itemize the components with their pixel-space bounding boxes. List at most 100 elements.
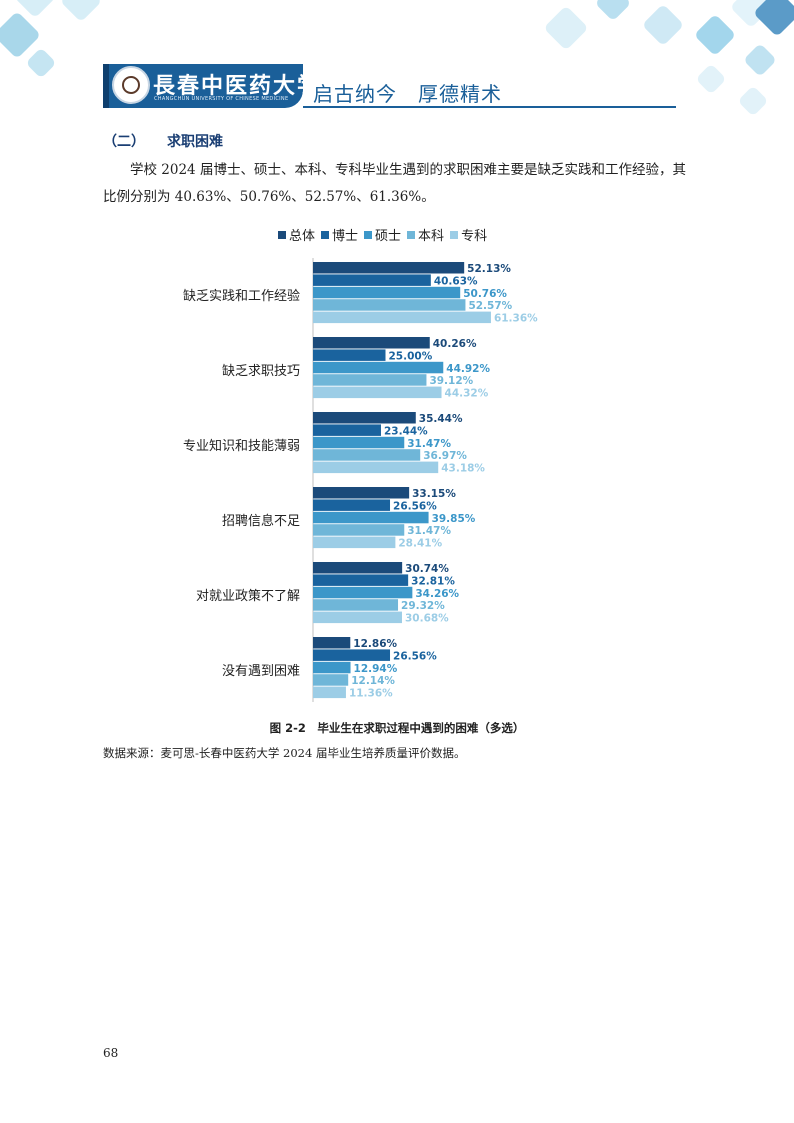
legend-item: 硕士 bbox=[364, 225, 401, 244]
data-label-background bbox=[431, 274, 484, 286]
data-label: 26.56% bbox=[393, 650, 437, 662]
legend-label: 博士 bbox=[332, 229, 359, 244]
data-label-background bbox=[391, 499, 444, 511]
university-name: 長春中医药大学 bbox=[153, 73, 322, 99]
bar-专科 bbox=[313, 611, 402, 624]
body-paragraph: 学校 2024 届博士、硕士、本科、专科毕业生遇到的求职困难主要是缺乏实践和工作… bbox=[103, 162, 686, 205]
category-label: 专业知识和技能薄弱 bbox=[182, 438, 300, 454]
data-label-background bbox=[439, 461, 492, 474]
bar-博士 bbox=[313, 274, 431, 286]
data-label-background bbox=[430, 337, 483, 349]
data-label-background bbox=[413, 586, 466, 599]
data-label: 11.36% bbox=[349, 688, 393, 700]
bar-博士 bbox=[313, 499, 391, 511]
legend-swatch bbox=[407, 231, 416, 239]
data-label: 34.26% bbox=[415, 588, 459, 600]
legend-swatch bbox=[321, 231, 330, 239]
bar-专科 bbox=[313, 461, 439, 474]
data-label: 12.94% bbox=[354, 663, 398, 675]
data-label-background bbox=[381, 424, 434, 436]
bar-本科 bbox=[313, 449, 421, 461]
bar-博士 bbox=[313, 424, 381, 436]
data-label: 35.44% bbox=[419, 413, 463, 425]
data-label: 12.86% bbox=[353, 638, 397, 650]
data-label-background bbox=[405, 524, 458, 536]
data-label-background bbox=[405, 436, 458, 449]
data-label-background bbox=[465, 262, 518, 274]
data-label: 33.15% bbox=[412, 488, 456, 500]
data-label: 30.74% bbox=[405, 563, 449, 575]
bar-chart: 52.13%40.63%50.76%52.57%61.36% 40.26%25.0… bbox=[312, 258, 539, 702]
data-label-background bbox=[409, 574, 462, 586]
data-label: 52.13% bbox=[467, 263, 511, 275]
data-label-background bbox=[403, 562, 456, 574]
bar-专科 bbox=[313, 686, 346, 699]
page-number: 68 bbox=[103, 1046, 119, 1060]
data-label-background bbox=[386, 349, 439, 361]
data-label: 61.36% bbox=[494, 313, 538, 325]
data-label: 36.97% bbox=[423, 450, 467, 462]
data-label-background bbox=[461, 286, 514, 299]
data-label-background bbox=[416, 412, 469, 424]
legend-item: 本科 bbox=[407, 225, 444, 244]
legend-swatch bbox=[278, 231, 286, 239]
data-label-background bbox=[351, 661, 404, 674]
bar-硕士 bbox=[313, 436, 405, 449]
bar-专科 bbox=[313, 536, 396, 549]
data-label-background bbox=[429, 511, 482, 524]
data-label: 25.00% bbox=[389, 350, 433, 362]
data-label: 32.81% bbox=[411, 575, 455, 587]
bar-本科 bbox=[313, 374, 427, 386]
data-label-background bbox=[349, 674, 402, 686]
bar-博士 bbox=[313, 649, 391, 661]
data-label: 44.92% bbox=[446, 363, 490, 375]
bar-博士 bbox=[313, 574, 409, 586]
bar-硕士 bbox=[313, 661, 351, 674]
bar-总体 bbox=[313, 562, 403, 574]
data-label-background bbox=[444, 361, 497, 374]
category-label: 缺乏实践和工作经验 bbox=[182, 288, 300, 304]
data-label: 40.63% bbox=[434, 275, 478, 287]
data-label-background bbox=[427, 374, 480, 386]
data-label-background bbox=[402, 611, 455, 624]
bar-总体 bbox=[313, 637, 351, 649]
section-title: 求职困难 bbox=[167, 134, 223, 150]
bar-总体 bbox=[313, 337, 430, 349]
bar-本科 bbox=[313, 599, 399, 611]
university-name-en: CHANGCHUN UNIVERSITY OF CHINESE MEDICINE bbox=[154, 96, 289, 102]
data-label: 40.26% bbox=[433, 338, 477, 350]
bar-总体 bbox=[313, 487, 410, 499]
legend-label: 硕士 bbox=[375, 229, 402, 244]
data-label-background bbox=[442, 386, 495, 399]
bar-专科 bbox=[313, 311, 491, 324]
data-label: 39.12% bbox=[429, 375, 473, 387]
bar-总体 bbox=[313, 262, 465, 274]
legend-item: 总体 bbox=[278, 225, 315, 244]
data-label: 52.57% bbox=[468, 300, 512, 312]
data-label-background bbox=[391, 649, 444, 661]
bar-总体 bbox=[313, 412, 416, 424]
section-heading: （二） 求职困难 bbox=[103, 131, 223, 151]
data-label: 26.56% bbox=[393, 500, 437, 512]
data-label-background bbox=[399, 599, 452, 611]
data-label-background bbox=[466, 299, 519, 311]
legend-item: 博士 bbox=[321, 225, 358, 244]
data-label: 31.47% bbox=[407, 525, 451, 537]
category-label: 对就业政策不了解 bbox=[195, 588, 300, 604]
figure-caption: 图 2-2 毕业生在求职过程中遇到的困难（多选） bbox=[269, 721, 525, 735]
bar-硕士 bbox=[313, 361, 444, 374]
legend-label: 本科 bbox=[418, 229, 445, 244]
page-header: 長春中医药大学 CHANGCHUN UNIVERSITY OF CHINESE … bbox=[0, 64, 794, 110]
header-divider bbox=[303, 106, 676, 108]
banner-accent bbox=[103, 64, 109, 108]
data-label: 39.85% bbox=[432, 513, 476, 525]
bar-硕士 bbox=[313, 586, 413, 599]
bar-本科 bbox=[313, 674, 349, 686]
data-label: 44.32% bbox=[445, 388, 489, 400]
data-label: 30.68% bbox=[405, 613, 449, 625]
legend-label: 总体 bbox=[289, 229, 316, 244]
data-label: 43.18% bbox=[441, 463, 485, 475]
university-motto: 启古纳今 厚德精术 bbox=[313, 82, 502, 106]
bar-硕士 bbox=[313, 511, 429, 524]
section-number: （二） bbox=[103, 134, 145, 150]
